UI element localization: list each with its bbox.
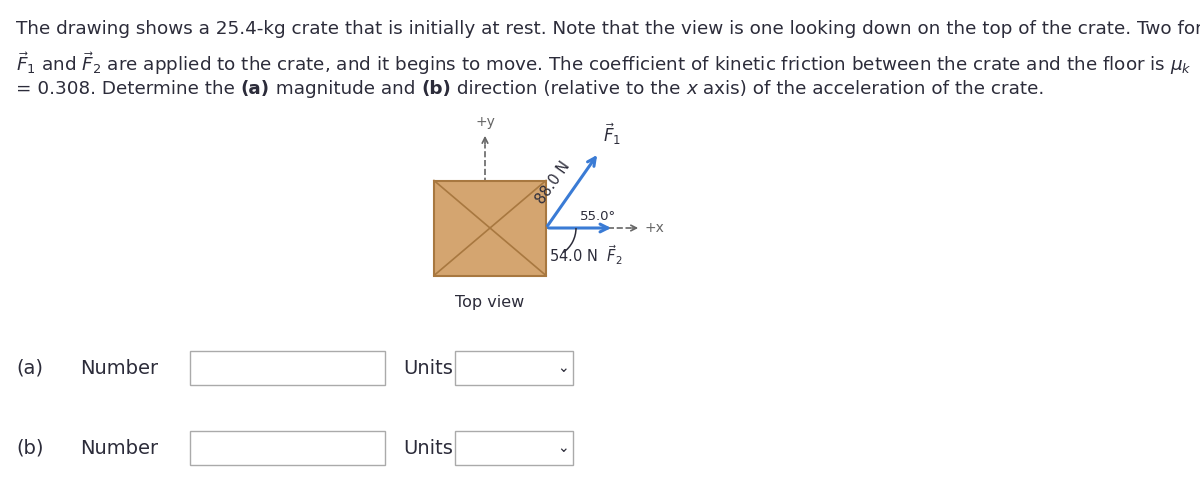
Text: 88.0 N: 88.0 N — [533, 159, 574, 206]
Text: ⌄: ⌄ — [557, 441, 569, 455]
Text: x: x — [686, 80, 697, 98]
Text: +y: +y — [475, 115, 494, 129]
Text: axis) of the acceleration of the crate.: axis) of the acceleration of the crate. — [697, 80, 1044, 98]
Text: magnitude and: magnitude and — [270, 80, 421, 98]
Text: = 0.308. Determine the: = 0.308. Determine the — [16, 80, 241, 98]
Text: 54.0 N  $\vec{F}_2$: 54.0 N $\vec{F}_2$ — [550, 243, 623, 266]
Text: Units: Units — [403, 438, 452, 457]
Text: $\vec{F}_1$: $\vec{F}_1$ — [602, 121, 620, 147]
Bar — [455, 431, 574, 465]
Bar — [455, 351, 574, 385]
Text: Number: Number — [80, 438, 158, 457]
Text: Units: Units — [403, 359, 452, 377]
Text: 55.0°: 55.0° — [580, 210, 616, 224]
Text: $\vec{F}_1$ and $\vec{F}_2$ are applied to the crate, and it begins to move. The: $\vec{F}_1$ and $\vec{F}_2$ are applied … — [16, 50, 1192, 77]
Bar — [190, 431, 385, 465]
Text: (b): (b) — [421, 80, 451, 98]
Text: (b): (b) — [16, 438, 43, 457]
Text: Number: Number — [80, 359, 158, 377]
Text: Top view: Top view — [455, 296, 524, 310]
Text: +x: +x — [646, 221, 665, 235]
Text: (a): (a) — [16, 359, 43, 377]
Text: direction (relative to the: direction (relative to the — [451, 80, 686, 98]
Bar — [434, 181, 546, 275]
Text: (a): (a) — [241, 80, 270, 98]
Text: ⌄: ⌄ — [557, 361, 569, 375]
Bar — [190, 351, 385, 385]
Text: The drawing shows a 25.4-kg crate that is initially at rest. Note that the view : The drawing shows a 25.4-kg crate that i… — [16, 20, 1200, 38]
